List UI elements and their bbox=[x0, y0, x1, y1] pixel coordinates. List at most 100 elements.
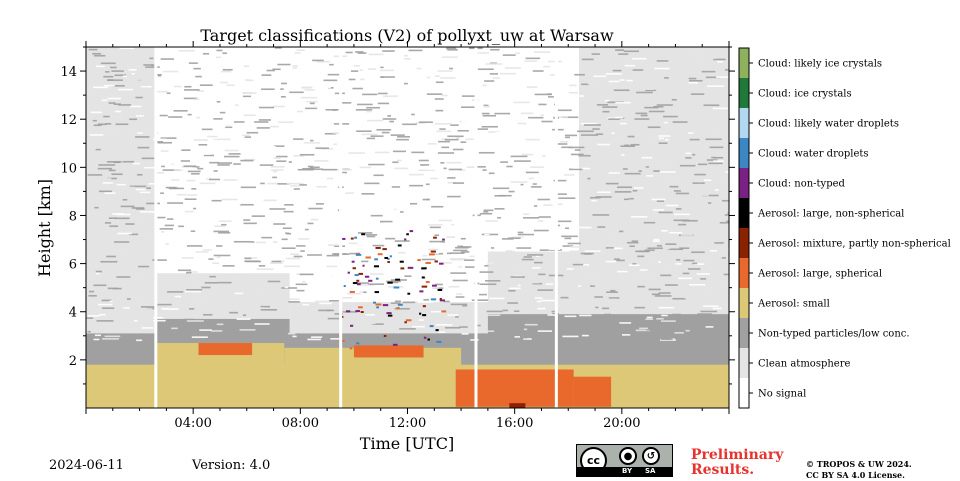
texture-streak bbox=[435, 81, 444, 84]
texture-streak bbox=[136, 339, 143, 342]
speckle-point bbox=[439, 298, 442, 301]
texture-streak bbox=[715, 76, 729, 78]
texture-streak bbox=[649, 62, 657, 64]
texture-streak bbox=[470, 339, 479, 341]
speckle-point bbox=[375, 246, 381, 249]
texture-streak bbox=[672, 121, 688, 123]
texture-streak bbox=[213, 138, 231, 141]
texture-streak bbox=[547, 96, 554, 98]
texture-streak bbox=[375, 68, 387, 71]
texture-streak bbox=[608, 297, 620, 299]
texture-streak bbox=[189, 308, 195, 310]
texture-streak bbox=[349, 122, 365, 125]
speckle-point bbox=[430, 250, 436, 253]
texture-streak bbox=[357, 47, 373, 49]
colorbar-label: Cloud: non-typed bbox=[758, 179, 846, 190]
texture-streak bbox=[608, 80, 620, 83]
texture-streak bbox=[671, 338, 675, 340]
texture-streak bbox=[160, 150, 169, 152]
texture-streak bbox=[95, 270, 103, 273]
attribution-icon: ● bbox=[619, 447, 637, 465]
texture-streak bbox=[430, 218, 440, 221]
texture-streak bbox=[312, 59, 324, 62]
texture-streak bbox=[377, 92, 388, 95]
texture-streak bbox=[290, 185, 305, 187]
colorbar-swatch bbox=[739, 138, 749, 168]
texture-streak bbox=[295, 283, 308, 286]
texture-streak bbox=[209, 178, 221, 181]
texture-streak bbox=[523, 328, 528, 331]
texture-streak bbox=[661, 229, 668, 232]
texture-streak bbox=[188, 62, 198, 64]
texture-streak bbox=[492, 187, 510, 190]
texture-streak bbox=[513, 310, 520, 313]
texture-streak bbox=[684, 297, 696, 299]
texture-streak bbox=[673, 219, 690, 222]
texture-streak bbox=[689, 79, 703, 82]
colorbar-swatch bbox=[739, 168, 749, 198]
texture-streak bbox=[523, 256, 532, 258]
texture-streak bbox=[133, 319, 138, 322]
texture-streak bbox=[146, 202, 160, 205]
texture-streak bbox=[258, 119, 271, 121]
texture-streak bbox=[418, 159, 429, 162]
texture-streak bbox=[537, 307, 546, 310]
texture-streak bbox=[656, 104, 673, 106]
texture-streak bbox=[628, 274, 645, 277]
texture-streak bbox=[550, 74, 557, 76]
texture-streak bbox=[327, 317, 342, 320]
texture-streak bbox=[675, 192, 690, 195]
texture-streak bbox=[88, 48, 98, 51]
speckle-point bbox=[362, 264, 365, 267]
texture-streak bbox=[302, 303, 310, 306]
texture-streak bbox=[639, 327, 649, 330]
texture-streak bbox=[709, 146, 724, 149]
speckle-point bbox=[432, 284, 437, 287]
texture-streak bbox=[561, 235, 578, 238]
texture-streak bbox=[492, 77, 500, 79]
texture-streak bbox=[542, 271, 550, 274]
texture-streak bbox=[191, 188, 197, 190]
texture-streak bbox=[170, 163, 175, 166]
texture-streak bbox=[517, 284, 521, 287]
texture-streak bbox=[104, 192, 116, 194]
texture-streak bbox=[685, 243, 701, 246]
texture-layer bbox=[86, 47, 729, 350]
texture-streak bbox=[508, 289, 516, 292]
texture-streak bbox=[714, 156, 724, 159]
texture-streak bbox=[617, 270, 628, 273]
texture-streak bbox=[181, 257, 194, 259]
texture-streak bbox=[481, 233, 499, 236]
texture-streak bbox=[547, 314, 556, 316]
texture-streak bbox=[631, 57, 647, 60]
texture-streak bbox=[658, 137, 664, 140]
texture-streak bbox=[523, 335, 538, 338]
texture-streak bbox=[404, 58, 411, 60]
texture-streak bbox=[186, 245, 203, 247]
texture-streak bbox=[361, 260, 369, 263]
x-tick-label: 08:00 bbox=[282, 416, 319, 431]
texture-streak bbox=[650, 64, 658, 66]
texture-streak bbox=[292, 65, 298, 67]
speckle-point bbox=[434, 260, 438, 263]
texture-streak bbox=[199, 193, 214, 196]
texture-streak bbox=[651, 293, 661, 296]
texture-streak bbox=[113, 161, 120, 164]
texture-streak bbox=[271, 169, 284, 171]
colorbar-label: Cloud: water droplets bbox=[758, 149, 869, 160]
texture-streak bbox=[661, 247, 671, 250]
texture-streak bbox=[357, 232, 373, 234]
texture-streak bbox=[672, 313, 681, 316]
texture-streak bbox=[484, 233, 490, 236]
version-label: Version: 4.0 bbox=[192, 458, 271, 473]
texture-streak bbox=[659, 161, 674, 164]
texture-streak bbox=[537, 330, 552, 332]
texture-streak bbox=[463, 259, 475, 261]
texture-streak bbox=[418, 278, 423, 281]
cc-license-badge: cc ● ↺ BY SA bbox=[576, 444, 673, 477]
texture-streak bbox=[540, 114, 544, 117]
texture-streak bbox=[524, 60, 538, 62]
texture-streak bbox=[560, 296, 569, 299]
texture-streak bbox=[654, 67, 670, 70]
texture-streak bbox=[169, 187, 185, 190]
